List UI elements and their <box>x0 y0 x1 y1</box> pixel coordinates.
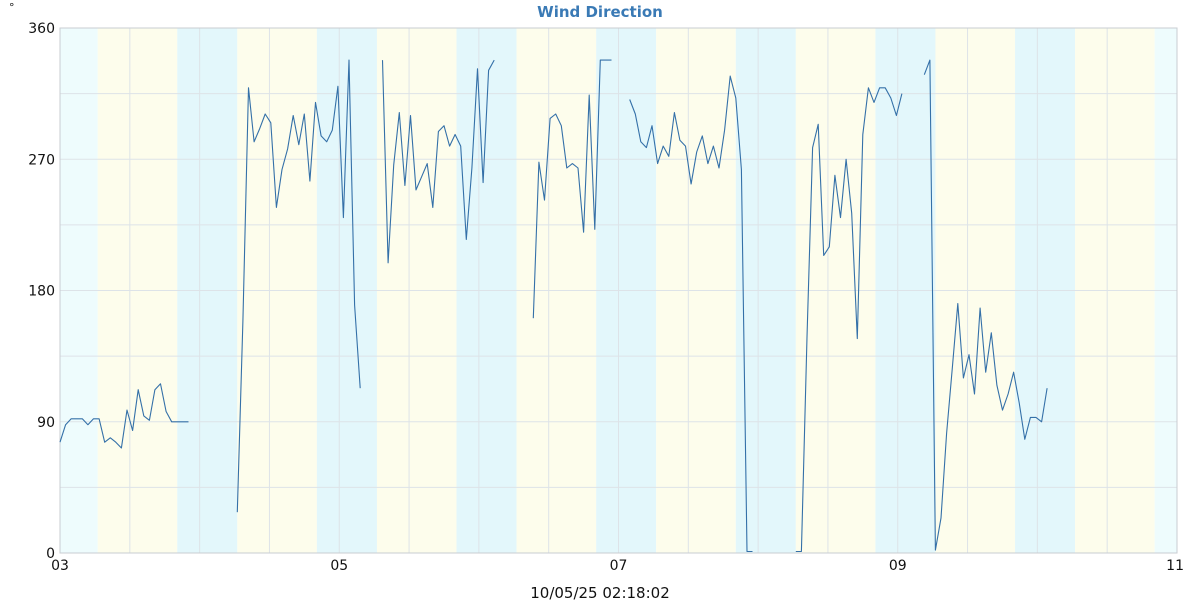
y-tick-label: 90 <box>37 415 55 431</box>
series-line-segment-4 <box>629 75 753 553</box>
series-line-segment-0 <box>59 383 189 449</box>
x-tick-label: 09 <box>889 558 907 574</box>
y-unit-label: ° <box>9 1 15 14</box>
axes <box>59 27 1178 554</box>
series-line-segment-2 <box>381 59 495 264</box>
y-tick-label: 180 <box>28 284 55 300</box>
series-line-segment-3 <box>532 59 612 319</box>
x-tick-label: 03 <box>51 558 69 574</box>
y-tick-labels: 0 90 180 270 360 <box>28 21 55 562</box>
series-line-segment-1 <box>236 59 361 513</box>
x-tick-label: 05 <box>330 558 348 574</box>
series-line-segment-5 <box>795 87 903 553</box>
chart-title: Wind Direction <box>537 3 663 21</box>
footer-timestamp: 10/05/25 02:18:02 <box>530 584 670 600</box>
x-tick-label: 11 <box>1166 558 1184 574</box>
series-lines <box>59 59 1048 553</box>
series-line-segment-6 <box>923 59 1048 551</box>
y-tick-label: 270 <box>28 152 55 168</box>
plot-frame <box>59 27 1178 554</box>
y-tick-label: 0 <box>46 546 55 562</box>
y-tick-label: 360 <box>28 21 55 37</box>
x-tick-labels: 03 05 07 09 11 <box>51 558 1184 574</box>
x-tick-label: 07 <box>610 558 628 574</box>
